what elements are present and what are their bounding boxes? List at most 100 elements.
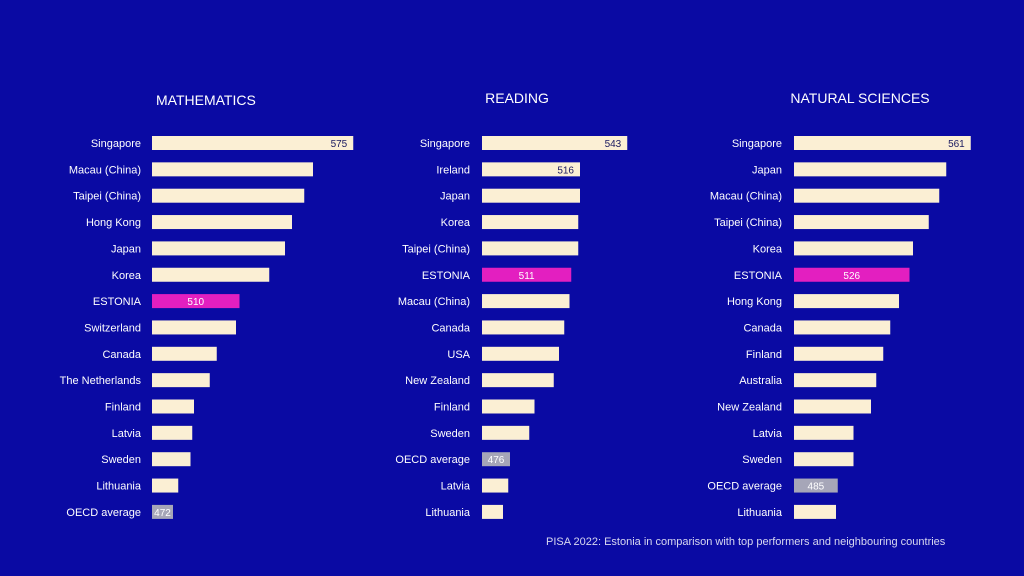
mathematics-bar (152, 320, 236, 335)
mathematics-bar (152, 478, 179, 493)
reading-data-label: 476 (488, 455, 505, 466)
natural-sciences-category-label: Latvia (753, 428, 783, 440)
reading-category-label: New Zealand (405, 375, 470, 387)
reading-category-label: USA (447, 349, 470, 361)
natural-sciences-bar (794, 425, 854, 440)
reading-bar (482, 373, 554, 388)
natural-sciences-data-label: 561 (948, 139, 965, 150)
natural-sciences-category-label: Korea (753, 243, 783, 255)
mathematics-bar (152, 399, 194, 414)
reading-title: READING (485, 90, 549, 106)
natural-sciences-category-label: OECD average (707, 481, 782, 493)
reading-data-label: 511 (519, 271, 535, 282)
mathematics-bar (152, 162, 313, 177)
reading-category-label: Japan (440, 191, 470, 203)
reading-bar (482, 504, 503, 519)
mathematics-category-label: Sweden (101, 454, 141, 466)
mathematics-category-label: Macau (China) (69, 164, 141, 176)
reading-bar (482, 478, 509, 493)
natural-sciences-bar (794, 399, 871, 414)
natural-sciences-bar (794, 478, 838, 493)
reading-category-label: Latvia (441, 481, 471, 493)
reading-bar (482, 399, 535, 414)
mathematics-bar (152, 452, 191, 467)
mathematics-bar (152, 241, 285, 256)
mathematics-category-label: The Netherlands (60, 375, 142, 387)
mathematics-bar (152, 215, 292, 230)
natural-sciences-title: NATURAL SCIENCES (790, 90, 929, 106)
mathematics-title: MATHEMATICS (156, 92, 256, 108)
natural-sciences-data-label: 526 (843, 271, 860, 282)
mathematics-data-label: 510 (187, 297, 204, 308)
natural-sciences-bar (794, 267, 910, 282)
mathematics-category-label: OECD average (66, 507, 141, 519)
reading-category-label: OECD average (395, 454, 470, 466)
reading-bar (482, 188, 580, 203)
reading-bar (482, 294, 570, 309)
reading-category-label: Macau (China) (398, 296, 470, 308)
mathematics-bar (152, 136, 354, 150)
mathematics-category-label: Switzerland (84, 322, 141, 334)
natural-sciences-category-label: Singapore (732, 138, 782, 150)
mathematics-category-label: Finland (105, 402, 141, 414)
mathematics-bar (152, 425, 193, 440)
natural-sciences-category-label: Australia (739, 375, 783, 387)
natural-sciences-category-label: Taipei (China) (714, 217, 782, 229)
reading-bar (482, 267, 572, 282)
reading-data-label: 516 (557, 165, 574, 176)
footnote: PISA 2022: Estonia in comparison with to… (546, 536, 946, 548)
mathematics-bar (152, 294, 240, 309)
mathematics-bar (152, 267, 270, 282)
reading-category-label: Korea (441, 217, 471, 229)
reading-category-label: Canada (431, 322, 470, 334)
mathematics-bar (152, 373, 210, 388)
reading-bar (482, 320, 565, 335)
mathematics-bar (152, 188, 305, 203)
natural-sciences-bar (794, 136, 971, 150)
mathematics-category-label: Lithuania (96, 481, 142, 493)
natural-sciences-category-label: Finland (746, 349, 782, 361)
reading-bar (482, 215, 579, 230)
natural-sciences-category-label: Sweden (742, 454, 782, 466)
natural-sciences-category-label: Macau (China) (710, 191, 782, 203)
reading-bar (482, 162, 580, 177)
reading-category-label: Lithuania (425, 507, 471, 519)
natural-sciences-category-label: Japan (752, 164, 782, 176)
mathematics-category-label: Singapore (91, 138, 141, 150)
reading-category-label: Finland (434, 402, 470, 414)
natural-sciences-bar (794, 452, 854, 467)
natural-sciences-bar (794, 188, 940, 203)
natural-sciences-category-label: Canada (743, 322, 782, 334)
natural-sciences-category-label: New Zealand (717, 402, 782, 414)
mathematics-category-label: Taipei (China) (73, 191, 141, 203)
natural-sciences-bar (794, 320, 891, 335)
mathematics-category-label: Hong Kong (86, 217, 141, 229)
reading-bar (482, 452, 510, 467)
reading-data-label: 543 (605, 139, 622, 150)
natural-sciences-category-label: Hong Kong (727, 296, 782, 308)
reading-category-label: Singapore (420, 138, 470, 150)
mathematics-category-label: Japan (111, 243, 141, 255)
mathematics-category-label: Latvia (112, 428, 142, 440)
mathematics-category-label: ESTONIA (93, 296, 142, 308)
natural-sciences-category-label: Lithuania (737, 507, 783, 519)
reading-bar (482, 346, 559, 361)
mathematics-data-label: 575 (331, 139, 348, 150)
reading-category-label: ESTONIA (422, 270, 471, 282)
natural-sciences-bar (794, 373, 877, 388)
natural-sciences-bar (794, 346, 884, 361)
natural-sciences-bar (794, 294, 899, 309)
reading-category-label: Ireland (436, 164, 470, 176)
mathematics-category-label: Korea (112, 270, 142, 282)
mathematics-bar (152, 346, 217, 361)
natural-sciences-bar (794, 504, 836, 519)
reading-bar (482, 136, 628, 150)
reading-category-label: Sweden (430, 428, 470, 440)
mathematics-category-label: Canada (102, 349, 141, 361)
mathematics-bar (152, 504, 173, 519)
reading-category-label: Taipei (China) (402, 243, 470, 255)
natural-sciences-category-label: ESTONIA (734, 270, 783, 282)
natural-sciences-bar (794, 162, 947, 177)
reading-bar (482, 425, 530, 440)
